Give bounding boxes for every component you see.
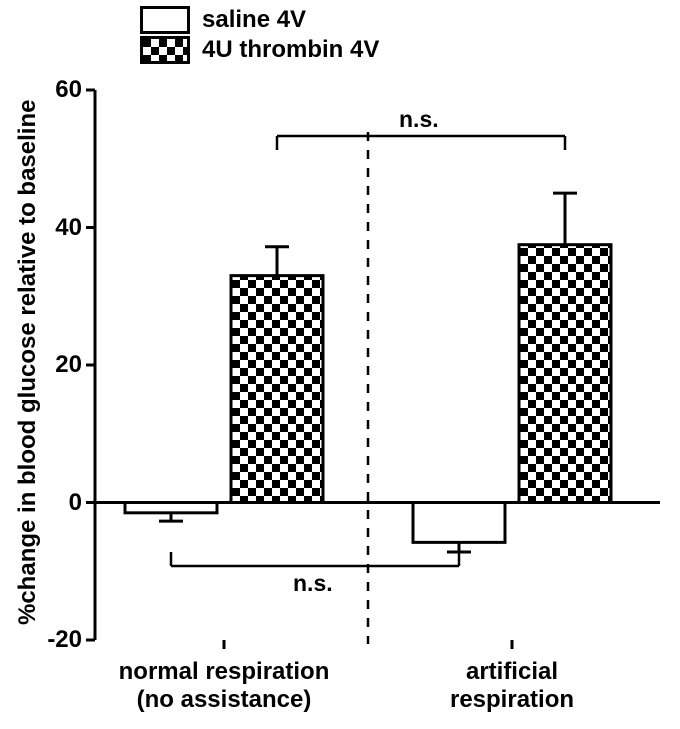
y-tick-label: 0 (69, 489, 82, 517)
bar-chart: %change in blood glucose relative to bas… (0, 0, 680, 729)
y-tick-label: 40 (55, 214, 82, 242)
y-tick-label: 60 (55, 76, 82, 104)
annotation-ns: n.s. (293, 570, 333, 597)
x-group-label-normal: normal respiration (no assistance) (94, 658, 354, 714)
y-tick-label: 20 (55, 351, 82, 379)
y-tick-label: -20 (47, 626, 82, 654)
plot-area (0, 0, 680, 729)
x-group-label-artificial: artificial respiration (402, 658, 622, 714)
annotation-ns: n.s. (399, 106, 439, 133)
